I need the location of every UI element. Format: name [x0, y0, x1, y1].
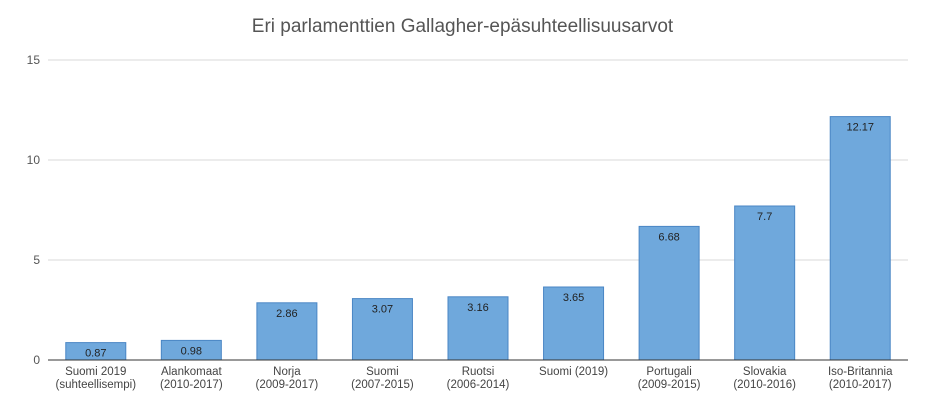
x-tick-label: (2007-2015) — [351, 379, 414, 391]
data-label: 7.7 — [757, 211, 772, 223]
data-label: 6.68 — [658, 231, 679, 243]
x-tick-label: Portugali — [646, 366, 691, 378]
y-tick-label: 15 — [27, 53, 41, 67]
data-label: 12.17 — [846, 122, 874, 134]
x-tick-label: Norja — [273, 366, 301, 378]
bar — [351, 298, 413, 361]
x-tick-label: (2010-2017) — [160, 379, 223, 391]
y-tick-label: 5 — [33, 253, 40, 267]
chart-title: Eri parlamenttien Gallagher-epäsuhteelli… — [251, 16, 674, 37]
x-tick-label: (2010-2017) — [829, 379, 892, 391]
bar — [638, 225, 700, 361]
bar — [447, 296, 509, 361]
bar — [256, 302, 318, 361]
x-tick-label: (2009-2015) — [638, 379, 701, 391]
bar — [543, 286, 605, 361]
data-label: 3.16 — [467, 302, 488, 314]
y-tick-label: 0 — [33, 353, 40, 367]
x-tick-label: (suhteellisempi) — [56, 379, 137, 391]
data-label: 0.87 — [85, 348, 106, 360]
x-tick-label: Iso-Britannia — [828, 366, 893, 378]
x-tick-label: Slovakia — [743, 366, 787, 378]
x-tick-label: Suomi (2019) — [539, 366, 608, 378]
x-tick-label: (2010-2016) — [733, 379, 796, 391]
data-label: 3.07 — [372, 304, 393, 316]
y-tick-label: 10 — [27, 153, 41, 167]
data-label: 0.98 — [181, 345, 202, 357]
bar — [829, 116, 891, 361]
bar — [734, 205, 796, 361]
x-tick-label: Suomi 2019 — [65, 366, 126, 378]
x-tick-label: Ruotsi — [462, 366, 495, 378]
data-label: 3.65 — [563, 292, 584, 304]
x-tick-label: (2009-2017) — [256, 379, 319, 391]
x-tick-label: Suomi — [366, 366, 399, 378]
x-tick-label: Alankomaat — [161, 366, 223, 378]
data-label: 2.86 — [276, 308, 297, 320]
x-tick-label: (2006-2014) — [447, 379, 510, 391]
